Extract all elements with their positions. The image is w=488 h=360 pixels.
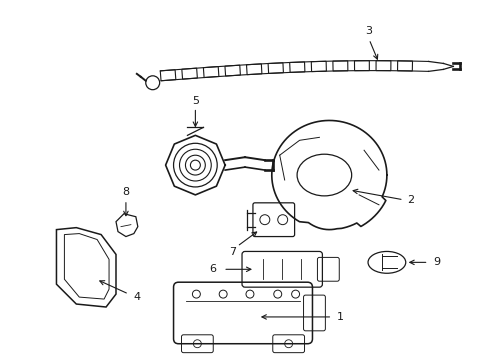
Text: 4: 4 [133, 292, 140, 302]
Text: 8: 8 [122, 187, 129, 197]
Text: 2: 2 [407, 195, 413, 205]
Text: 6: 6 [209, 264, 216, 274]
Text: 7: 7 [229, 247, 236, 257]
Text: 5: 5 [191, 96, 199, 105]
Text: 1: 1 [336, 312, 343, 322]
Text: 9: 9 [432, 257, 439, 267]
Text: 3: 3 [365, 26, 372, 36]
